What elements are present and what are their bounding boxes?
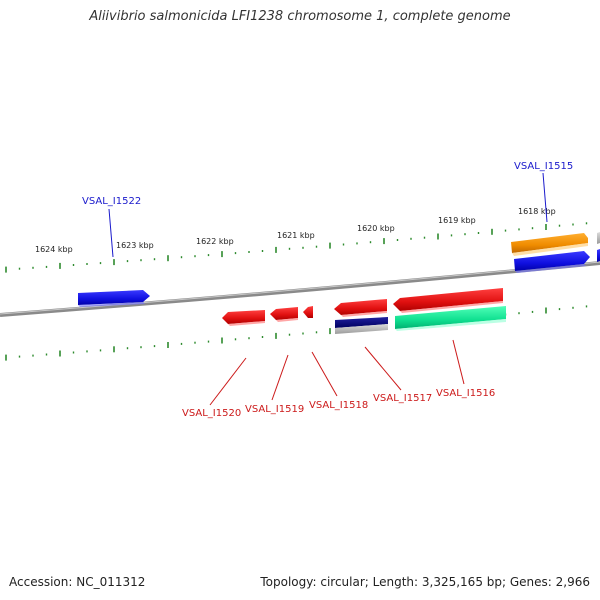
genome-title: Aliivibrio salmonicida LFI1238 chromosom…	[89, 9, 511, 24]
gene-blue-right[interactable]	[514, 251, 590, 273]
gene-label-vsal-i1520[interactable]: VSAL_I1520	[182, 408, 241, 419]
gene-vsal-i1519[interactable]	[270, 307, 298, 322]
gene-label-vsal-i1517[interactable]: VSAL_I1517	[373, 393, 432, 404]
gene-label-vsal-i1519[interactable]: VSAL_I1519	[245, 404, 304, 415]
accession-text: Accession: NC_011312	[9, 575, 146, 589]
gene-label-vsal-i1515[interactable]: VSAL_I1515	[514, 161, 573, 172]
scale-label-1621: 1621 kbp	[277, 231, 315, 240]
gene-vsal-i1520[interactable]	[222, 310, 265, 326]
genome-summary-text: Topology: circular; Length: 3,325,165 bp…	[260, 575, 590, 589]
scale-label-1618: 1618 kbp	[518, 207, 556, 216]
scale-ticks-top	[5, 222, 588, 273]
gene-label-vsal-i1522[interactable]: VSAL_I1522	[82, 196, 141, 207]
gene-gray-edge-top[interactable]	[597, 232, 600, 244]
gene-label-vsal-i1518[interactable]: VSAL_I1518	[309, 400, 368, 411]
gene-label-vsal-i1516[interactable]: VSAL_I1516	[436, 388, 495, 399]
gene-blue-edge[interactable]	[597, 249, 600, 262]
gene-vsal-i1516[interactable]	[393, 288, 503, 313]
gene-vsal-i1517[interactable]	[334, 299, 387, 317]
gene-vsal-i1516-green[interactable]	[395, 306, 506, 331]
gene-vsal-i1517-navy[interactable]	[335, 317, 388, 334]
gene-vsal-i1518[interactable]	[303, 306, 313, 318]
scale-label-1624: 1624 kbp	[35, 245, 73, 254]
scale-label-1619: 1619 kbp	[438, 216, 476, 225]
gene-blue-left[interactable]	[78, 290, 150, 307]
scale-label-1620: 1620 kbp	[357, 224, 395, 233]
scale-label-1623: 1623 kbp	[116, 241, 154, 250]
scale-label-1622: 1622 kbp	[196, 237, 234, 246]
gene-orange-right[interactable]	[511, 233, 588, 256]
